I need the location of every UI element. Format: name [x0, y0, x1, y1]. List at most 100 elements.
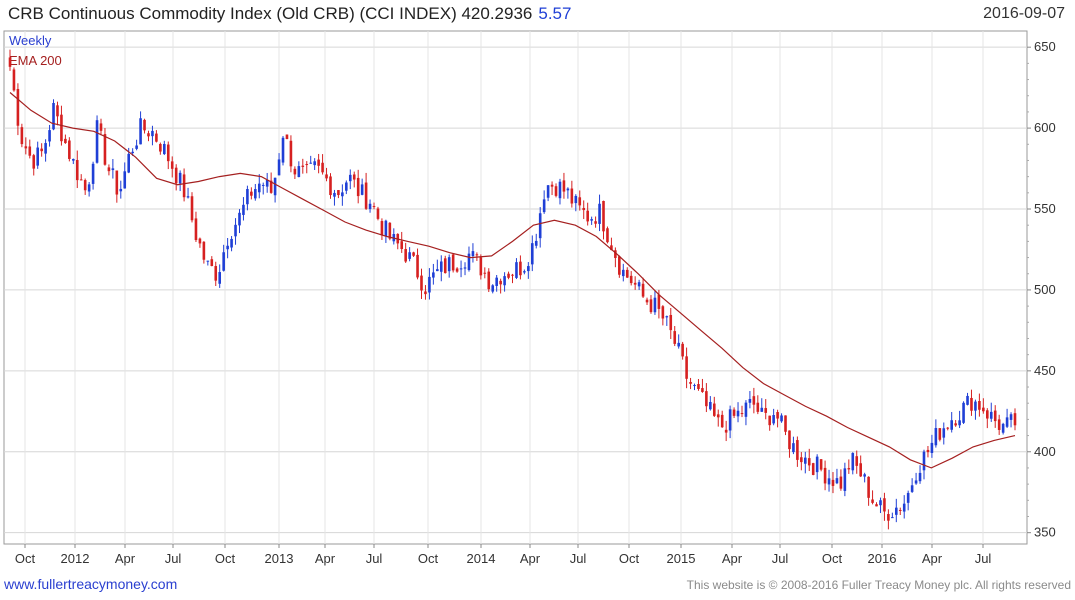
- candle-body: [970, 397, 973, 411]
- y-tick-label: 400: [1034, 444, 1056, 459]
- candle-body: [523, 271, 526, 273]
- x-tick-label: Jul: [570, 551, 587, 566]
- candle-body: [285, 134, 289, 140]
- candle-body: [831, 479, 835, 486]
- candle-body: [376, 208, 380, 219]
- candle-body: [796, 440, 799, 460]
- candle-body: [669, 314, 673, 331]
- candle-body: [934, 428, 938, 446]
- candle-body: [685, 356, 688, 379]
- candle-body: [807, 458, 811, 466]
- x-tick-label: Jul: [366, 551, 383, 566]
- candle-body: [439, 261, 443, 272]
- candle-body: [293, 168, 297, 175]
- candle-body: [586, 210, 589, 222]
- candle-body: [1001, 423, 1005, 433]
- candle-body: [313, 161, 316, 166]
- candle-body: [974, 401, 977, 411]
- candle-body: [602, 200, 605, 232]
- candle-body: [883, 498, 886, 512]
- candle-body: [875, 504, 878, 507]
- candle-body: [946, 427, 950, 429]
- candle-body: [819, 459, 823, 470]
- candle-body: [978, 401, 981, 410]
- y-tick-label: 350: [1034, 525, 1056, 540]
- candle-body: [24, 146, 28, 149]
- y-tick-label: 600: [1034, 120, 1056, 135]
- candle-body: [151, 130, 154, 137]
- candle-body: [986, 410, 989, 419]
- candle-body: [811, 463, 815, 475]
- candle-body: [942, 428, 946, 438]
- candle-body: [103, 134, 107, 165]
- candle-body: [744, 402, 748, 417]
- candle-body: [843, 468, 847, 491]
- candle-body: [261, 184, 265, 186]
- plot-area: [3, 30, 1028, 545]
- x-tick-label: 2014: [467, 551, 496, 566]
- x-tick-label: Apr: [115, 551, 136, 566]
- candle-body: [309, 162, 313, 164]
- candle-body: [218, 272, 222, 284]
- candle-body: [301, 165, 305, 167]
- candle-body: [732, 409, 736, 416]
- candle-body: [75, 160, 79, 181]
- site-link[interactable]: www.fullertreacymoney.com: [4, 576, 178, 592]
- y-tick-label: 450: [1034, 363, 1056, 378]
- candle-body: [507, 273, 510, 278]
- candle-body: [170, 161, 174, 169]
- x-tick-label: Jul: [165, 551, 182, 566]
- candle-body: [447, 257, 451, 272]
- candle-body: [645, 299, 649, 303]
- candle-body: [321, 162, 324, 173]
- candle-body: [649, 299, 653, 313]
- candle-body: [918, 472, 922, 482]
- candle-body: [993, 410, 997, 422]
- candle-body: [673, 331, 677, 344]
- candle-body: [297, 166, 301, 178]
- candle-body: [760, 407, 764, 412]
- candle-body: [131, 151, 134, 154]
- candle-body: [333, 192, 336, 197]
- candle-body: [289, 140, 293, 167]
- candle-body: [728, 409, 732, 431]
- candle-body: [182, 174, 186, 198]
- candle-body: [788, 430, 791, 450]
- candle-body: [542, 199, 546, 213]
- candle-body: [12, 69, 16, 91]
- candle-body: [839, 476, 843, 489]
- candle-body: [230, 238, 233, 248]
- candle-body: [345, 182, 348, 191]
- candle-body: [926, 449, 930, 453]
- candle-body: [305, 164, 309, 166]
- candle-body: [930, 442, 934, 454]
- copyright-text: This website is © 2008-2016 Fuller Treac…: [686, 578, 1071, 592]
- x-tick-label: Oct: [15, 551, 36, 566]
- candle-body: [384, 220, 388, 237]
- candle-body: [32, 155, 36, 169]
- candle-body: [111, 168, 115, 171]
- candle-body: [748, 398, 752, 403]
- candle-body: [135, 145, 138, 149]
- candle-body: [519, 261, 522, 276]
- x-tick-label: Apr: [520, 551, 541, 566]
- candle-body: [594, 221, 597, 224]
- candle-body: [515, 262, 518, 278]
- y-tick-label: 500: [1034, 282, 1056, 297]
- candle-body: [178, 172, 182, 184]
- candle-body: [938, 428, 942, 440]
- candle-body: [982, 407, 985, 412]
- candle-body: [20, 127, 24, 145]
- candle-body: [273, 177, 277, 196]
- candle-body: [800, 457, 803, 463]
- candle-body: [36, 147, 39, 166]
- candle-body: [87, 184, 91, 192]
- candle-body: [891, 517, 894, 519]
- title-change: 5.57: [538, 4, 572, 23]
- candle-body: [578, 197, 582, 206]
- candle-body: [546, 185, 550, 198]
- candle-body: [491, 285, 495, 292]
- candle-body: [697, 384, 700, 389]
- x-tick-label: 2012: [61, 551, 90, 566]
- candle-body: [48, 130, 51, 142]
